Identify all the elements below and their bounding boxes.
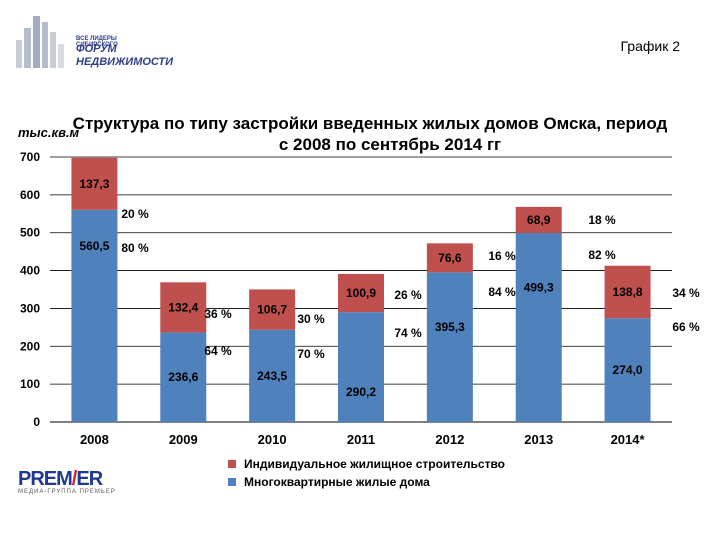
data-label-individual: 138,8	[613, 285, 643, 299]
x-tick-label: 2011	[347, 432, 375, 447]
data-label-multi: 290,2	[346, 385, 376, 399]
data-label-individual: 68,9	[527, 213, 551, 227]
percent-label-multi: 64 %	[204, 344, 232, 358]
bar-multi	[338, 312, 384, 422]
legend-swatch-individual	[228, 460, 236, 468]
data-label-multi: 274,0	[613, 363, 643, 377]
premier-logo-slash: /	[71, 468, 77, 490]
bar-multi	[426, 272, 473, 422]
forum-logo: ВСЕ ЛИДЕРЫ СИБИРСКОГО ФОРУМ НЕДВИЖИМОСТИ	[14, 10, 173, 70]
page-label: График 2	[620, 38, 680, 54]
y-tick-label: 200	[20, 339, 40, 353]
bar-multi	[604, 318, 651, 422]
y-tick-label: 600	[20, 188, 40, 202]
bar-multi	[249, 329, 296, 422]
chart-title-line1: Структура по типу застройки введенных жи…	[72, 114, 668, 133]
logo-line2: НЕДВИЖИМОСТИ	[76, 56, 174, 68]
logo-line1: ФОРУМ	[76, 43, 117, 55]
y-tick-label: 500	[20, 226, 40, 240]
legend-item-individual: Индивидуальное жилищное строительство	[228, 455, 505, 473]
logo-small-text: ВСЕ ЛИДЕРЫ СИБИРСКОГО	[76, 36, 118, 48]
premier-logo-subtitle: МЕДИА-ГРУППА ПРЕМЬЕР	[18, 489, 116, 495]
bar-individual	[338, 273, 384, 313]
data-label-individual: 132,4	[168, 300, 198, 314]
city-skyline-icon	[16, 16, 64, 68]
legend-label-multi: Многоквартирные жилые дома	[244, 475, 430, 489]
percent-label-multi: 80 %	[121, 241, 149, 255]
y-tick-label: 400	[20, 264, 40, 278]
data-label-individual: 137,3	[79, 177, 109, 191]
y-axis-unit-label: тыс.кв.м	[18, 125, 80, 140]
data-label-multi: 236,6	[168, 370, 198, 384]
percent-label-individual: 16 %	[488, 249, 516, 263]
percent-label-multi: 74 %	[394, 326, 422, 340]
bar-multi	[160, 332, 207, 422]
percent-label-individual: 18 %	[588, 213, 616, 227]
percent-label-multi: 70 %	[297, 347, 325, 361]
data-label-individual: 76,6	[438, 251, 462, 265]
percent-label-multi: 82 %	[588, 248, 616, 262]
bar-multi	[515, 232, 562, 422]
legend-swatch-multi	[228, 478, 236, 486]
premier-logo-a: PREM	[18, 468, 73, 490]
x-tick-label: 2010	[258, 432, 287, 447]
legend-item-multi: Многоквартирные жилые дома	[228, 473, 505, 491]
bar-individual	[160, 282, 207, 333]
percent-label-individual: 30 %	[297, 312, 325, 326]
percent-label-individual: 20 %	[121, 207, 149, 221]
premier-logo: PREM/ER МЕДИА-ГРУППА ПРЕМЬЕР	[18, 468, 128, 496]
percent-label-multi: 84 %	[488, 285, 516, 299]
bar-individual	[515, 206, 562, 233]
data-label-individual: 106,7	[257, 303, 287, 317]
chart-title: Структура по типу застройки введенных жи…	[70, 113, 670, 155]
y-tick-label: 0	[33, 415, 40, 429]
x-tick-label: 2012	[435, 432, 464, 447]
bar-individual	[426, 243, 473, 273]
data-label-multi: 499,3	[524, 280, 554, 294]
x-tick-label: 2014*	[611, 432, 646, 447]
percent-label-individual: 36 %	[204, 307, 232, 321]
legend: Индивидуальное жилищное строительство Мн…	[228, 455, 505, 491]
data-label-individual: 100,9	[346, 286, 376, 300]
bar-individual	[249, 289, 296, 330]
percent-label-individual: 26 %	[394, 288, 422, 302]
percent-label-individual: 34 %	[672, 286, 700, 300]
x-tick-label: 2013	[524, 432, 553, 447]
percent-label-multi: 66 %	[672, 320, 700, 334]
y-tick-label: 300	[20, 301, 40, 315]
chart-title-line2: с 2008 по сентябрь 2014 гг	[278, 135, 502, 154]
bar-individual	[71, 157, 118, 210]
bar-multi	[71, 209, 118, 422]
data-label-multi: 243,5	[257, 369, 287, 383]
premier-logo-c: ER	[76, 468, 103, 490]
data-label-multi: 395,3	[435, 320, 465, 334]
y-tick-label: 700	[20, 150, 40, 164]
bar-individual	[604, 265, 651, 319]
premier-logo-word: PREM/ER	[18, 468, 128, 491]
x-tick-label: 2009	[169, 432, 198, 447]
data-label-multi: 560,5	[79, 239, 109, 253]
x-tick-label: 2008	[80, 432, 109, 447]
y-tick-label: 100	[20, 377, 40, 391]
legend-label-individual: Индивидуальное жилищное строительство	[244, 457, 505, 471]
